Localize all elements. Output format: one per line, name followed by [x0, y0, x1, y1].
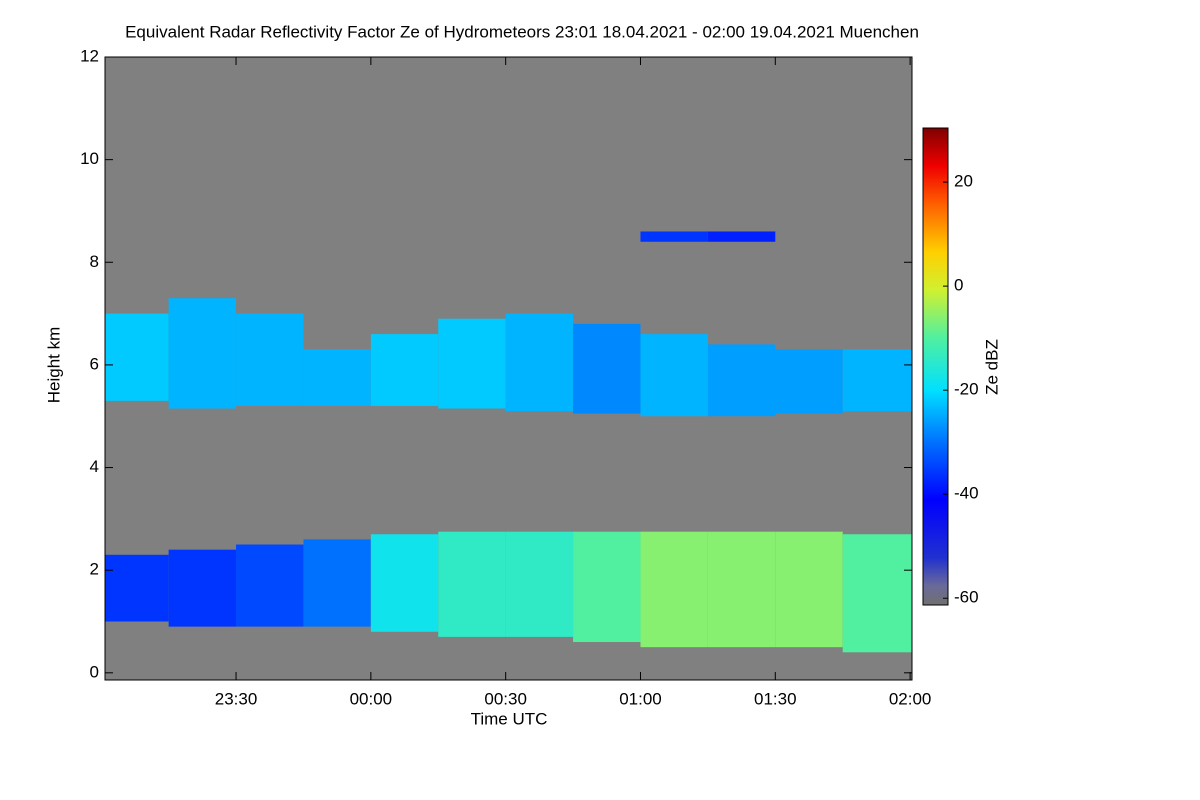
reflectivity-cell: [640, 531, 708, 648]
reflectivity-cell: [105, 313, 169, 401]
y-tick-label: 4: [90, 457, 99, 476]
reflectivity-cell: [505, 531, 574, 637]
reflectivity-cell: [640, 231, 708, 242]
x-axis-label: Time UTC: [471, 709, 548, 728]
reflectivity-cell: [370, 534, 439, 632]
reflectivity-cell: [707, 231, 776, 242]
colorbar-tick-label: -40: [954, 484, 979, 503]
reflectivity-cell: [168, 298, 237, 409]
reflectivity-cell: [707, 344, 776, 417]
x-tick-label: 00:00: [350, 689, 393, 708]
x-tick-label: 23:30: [215, 689, 258, 708]
x-tick-label: 01:30: [754, 689, 797, 708]
colorbar-label: Ze dBZ: [982, 339, 1001, 395]
chart-title: Equivalent Radar Reflectivity Factor Ze …: [125, 22, 919, 41]
y-tick-label: 10: [80, 149, 99, 168]
reflectivity-cell: [236, 313, 304, 406]
reflectivity-cell: [370, 334, 439, 406]
reflectivity-cell: [168, 549, 237, 627]
plot-frame: [104, 56, 913, 681]
reflectivity-cell: [707, 531, 776, 648]
y-axis-label: Height km: [44, 327, 63, 404]
y-tick-label: 2: [90, 560, 99, 579]
colorbar-tick-label: 0: [954, 276, 963, 295]
x-tick-label: 00:30: [484, 689, 527, 708]
y-tick-label: 0: [90, 662, 99, 681]
colorbar: [922, 127, 949, 606]
reflectivity-cell: [438, 318, 506, 409]
y-tick-label: 12: [80, 46, 99, 65]
reflectivity-cell: [842, 349, 912, 412]
reflectivity-cell: [105, 554, 169, 622]
colorbar-tick-label: -60: [954, 588, 979, 607]
y-tick-label: 6: [90, 354, 99, 373]
reflectivity-cell: [303, 539, 371, 627]
reflectivity-cell: [303, 349, 371, 406]
reflectivity-cell: [775, 349, 843, 414]
reflectivity-cell: [573, 531, 641, 643]
reflectivity-cell: [236, 544, 304, 627]
reflectivity-cell: [573, 323, 641, 414]
reflectivity-cell: [640, 334, 708, 417]
reflectivity-cell: [438, 531, 506, 637]
x-tick-label: 02:00: [889, 689, 932, 708]
colorbar-tick-label: -20: [954, 380, 979, 399]
reflectivity-cell: [842, 534, 912, 653]
x-tick-label: 01:00: [619, 689, 662, 708]
colorbar-tick-label: 20: [954, 172, 973, 191]
reflectivity-cell: [505, 313, 574, 412]
y-tick-label: 8: [90, 252, 99, 271]
reflectivity-cell: [775, 531, 843, 648]
